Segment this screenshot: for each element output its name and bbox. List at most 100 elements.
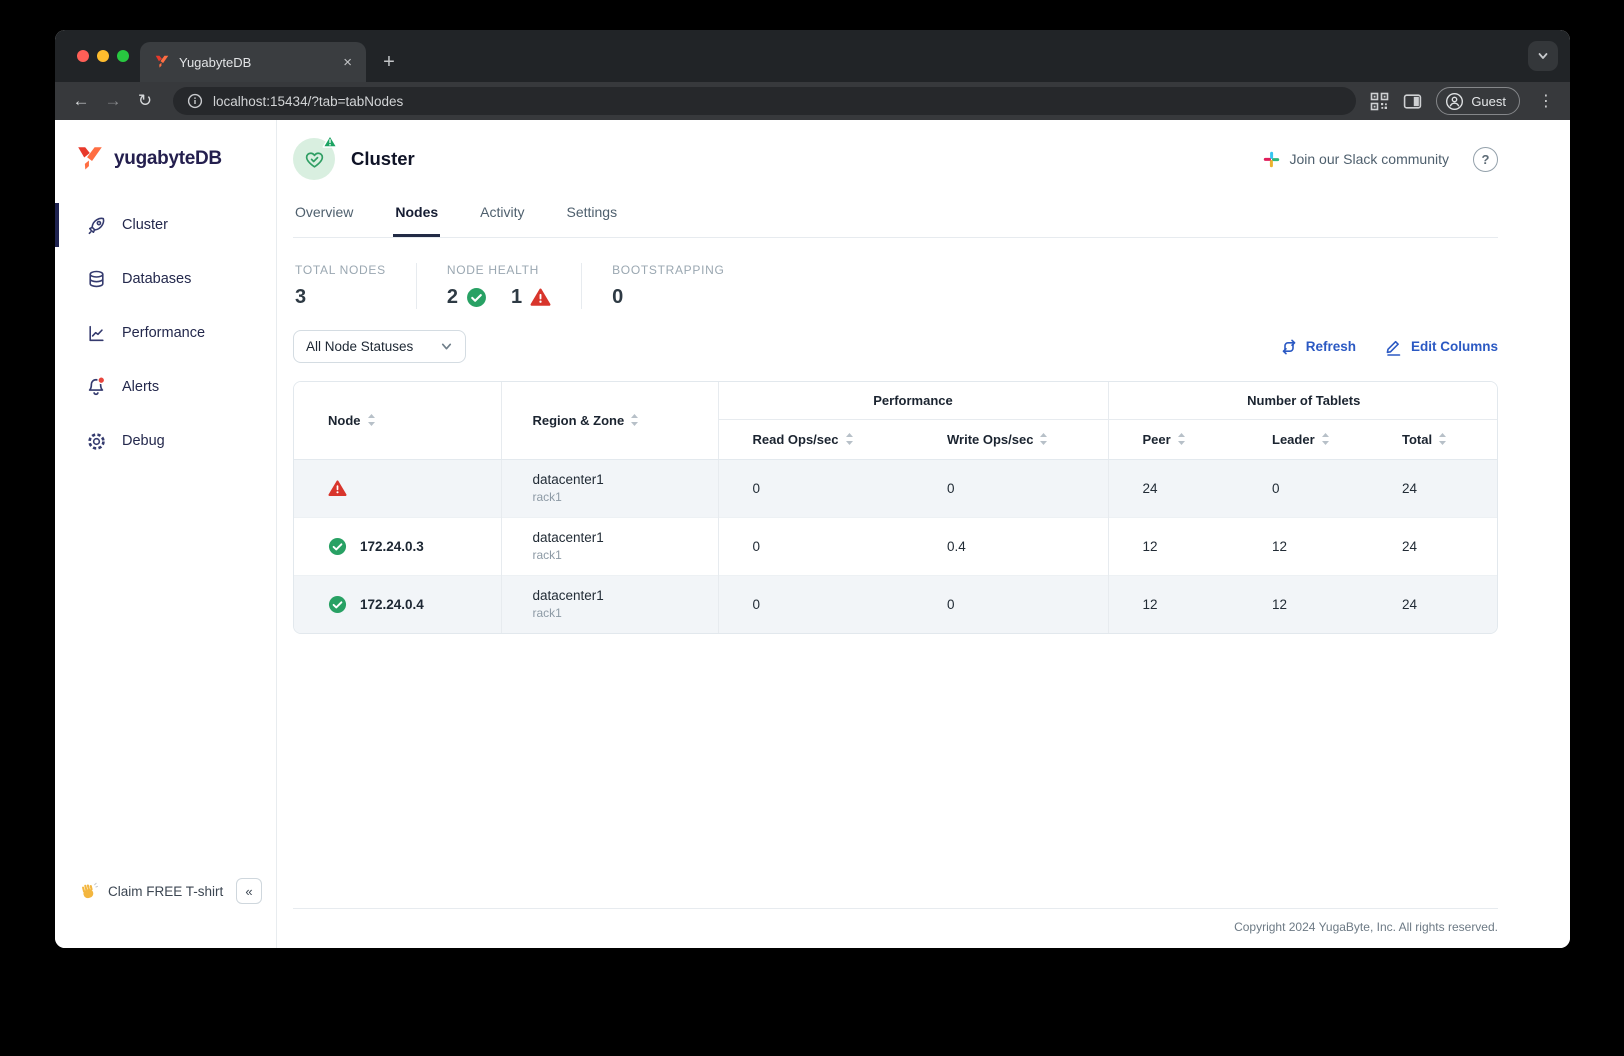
slack-icon — [1264, 151, 1280, 167]
pencil-icon — [1386, 340, 1401, 356]
sidebar-item-performance[interactable]: Performance — [55, 306, 276, 360]
claim-tshirt-link[interactable]: Claim FREE T-shirt — [108, 883, 224, 899]
region: datacenter1 — [532, 588, 604, 604]
warning-triangle-icon — [328, 479, 347, 496]
person-icon — [1446, 92, 1464, 110]
column-header-node[interactable]: Node — [294, 382, 501, 460]
table-row[interactable]: datacenter1 rack1 0 0 24 0 24 — [294, 458, 1497, 517]
stat-label: NODE HEALTH — [446, 263, 539, 277]
rocket-icon — [85, 214, 107, 236]
tab-activity[interactable]: Activity — [480, 204, 525, 220]
sidebar-item-label: Performance — [122, 325, 206, 341]
sidebar-item-debug[interactable]: Debug — [55, 414, 276, 468]
total-tablets: 24 — [1368, 516, 1497, 575]
cluster-tabs: Overview Nodes Activity Settings — [293, 198, 1498, 238]
help-icon[interactable]: ? — [1473, 146, 1498, 172]
total-tablets: 24 — [1368, 458, 1497, 517]
table-row[interactable]: 172.24.0.3 datacenter1 rack1 0 0.4 12 12 … — [294, 516, 1497, 575]
main-panel: Cluster Join our Slack community ? — [277, 120, 1570, 948]
tab-settings[interactable]: Settings — [566, 204, 618, 220]
new-tab-button[interactable]: + — [383, 50, 395, 73]
sort-icon — [1177, 433, 1185, 445]
tab-nodes[interactable]: Nodes — [393, 198, 440, 237]
brand: yugabyteDB — [55, 120, 276, 198]
node-name[interactable]: 172.24.0.4 — [360, 596, 424, 612]
side-panel-icon[interactable] — [1403, 92, 1422, 111]
reload-icon[interactable]: ↻ — [137, 91, 153, 110]
stat-node-health: NODE HEALTH 2 1 — [415, 263, 581, 309]
sidebar-item-cluster[interactable]: Cluster — [55, 198, 276, 252]
sort-icon — [1439, 433, 1447, 445]
browser-tabstrip: YugabyteDB × + — [55, 30, 1570, 82]
column-header-read-ops[interactable]: Read Ops/sec — [717, 419, 913, 460]
write-ops: 0.4 — [913, 516, 1109, 575]
read-ops: 0 — [717, 574, 913, 633]
minimize-window-button[interactable] — [97, 50, 109, 62]
site-info-icon[interactable] — [187, 93, 203, 109]
database-icon — [85, 268, 107, 290]
warning-count: 1 — [510, 286, 523, 308]
profile-button[interactable]: Guest — [1436, 87, 1520, 115]
node-name[interactable]: 172.24.0.3 — [360, 538, 424, 554]
browser-tab[interactable]: YugabyteDB × — [140, 42, 366, 82]
stat-label: BOOTSTRAPPING — [612, 263, 725, 277]
stat-bootstrapping: BOOTSTRAPPING 0 — [581, 263, 754, 309]
sidebar-item-label: Debug — [122, 433, 165, 449]
chart-line-icon — [85, 322, 107, 344]
sort-icon — [845, 433, 853, 445]
slack-community-link[interactable]: Join our Slack community — [1263, 151, 1449, 168]
slack-link-label: Join our Slack community — [1289, 151, 1449, 167]
filter-row: All Node Statuses Refresh — [293, 330, 1498, 363]
bell-icon — [85, 376, 107, 398]
leader-tablets: 0 — [1238, 458, 1369, 517]
header-right: Join our Slack community ? — [1263, 146, 1498, 172]
collapse-sidebar-button[interactable]: « — [236, 878, 262, 904]
region: datacenter1 — [532, 472, 604, 487]
node-status-select[interactable]: All Node Statuses — [293, 330, 466, 363]
maximize-window-button[interactable] — [117, 50, 129, 62]
sort-icon — [631, 414, 639, 427]
table-row[interactable]: 172.24.0.4 datacenter1 rack1 0 0 12 12 24 — [294, 574, 1497, 633]
column-header-peer[interactable]: Peer — [1107, 419, 1239, 460]
sort-icon — [367, 414, 375, 427]
browser-menu-icon[interactable]: ⋮ — [1538, 93, 1554, 110]
refresh-button[interactable]: Refresh — [1280, 338, 1356, 356]
stat-total-nodes: TOTAL NODES 3 — [293, 263, 416, 309]
column-header-write-ops[interactable]: Write Ops/sec — [913, 419, 1109, 460]
sort-icon — [1321, 433, 1329, 445]
qr-code-icon[interactable] — [1370, 92, 1389, 111]
chevron-down-icon — [1538, 53, 1548, 59]
read-ops: 0 — [717, 516, 913, 575]
browser-window: YugabyteDB × + ← → ↻ localhost:15434/?ta… — [55, 30, 1570, 948]
tab-close-icon[interactable]: × — [343, 53, 352, 71]
heart-check-icon — [305, 151, 323, 168]
page-title: Cluster — [351, 148, 415, 169]
column-header-total[interactable]: Total — [1368, 419, 1497, 460]
address-bar[interactable]: localhost:15434/?tab=tabNodes — [173, 87, 1357, 115]
leader-tablets: 12 — [1238, 516, 1369, 575]
tab-overview[interactable]: Overview — [295, 204, 354, 220]
edit-columns-button[interactable]: Edit Columns — [1384, 337, 1498, 356]
group-header-tablets: Number of Tablets — [1107, 382, 1497, 420]
close-window-button[interactable] — [77, 50, 89, 62]
stats-row: TOTAL NODES 3 NODE HEALTH 2 1 BOOTSTRAPP… — [293, 263, 1498, 309]
region: datacenter1 — [532, 530, 604, 545]
back-icon[interactable]: ← — [72, 91, 90, 110]
stat-label: TOTAL NODES — [295, 263, 386, 277]
zone: rack1 — [532, 490, 562, 504]
sidebar-item-alerts[interactable]: Alerts — [55, 360, 276, 414]
chevron-down-icon — [441, 343, 452, 350]
leader-tablets: 12 — [1238, 574, 1369, 633]
sidebar-item-databases[interactable]: Databases — [55, 252, 276, 306]
warning-badge-icon — [322, 134, 338, 149]
forward-icon[interactable]: → — [104, 91, 122, 110]
url-text: localhost:15434/?tab=tabNodes — [213, 93, 404, 109]
sidebar-item-label: Databases — [122, 271, 192, 287]
stat-value: 3 — [295, 286, 307, 308]
tab-search-chevron-button[interactable] — [1528, 41, 1558, 71]
brand-name: yugabyteDB — [114, 148, 222, 169]
yugabyte-logo-icon — [78, 147, 102, 170]
node-status-select-value: All Node Statuses — [306, 339, 414, 354]
column-header-region[interactable]: Region & Zone — [500, 382, 718, 460]
column-header-leader[interactable]: Leader — [1238, 419, 1369, 460]
